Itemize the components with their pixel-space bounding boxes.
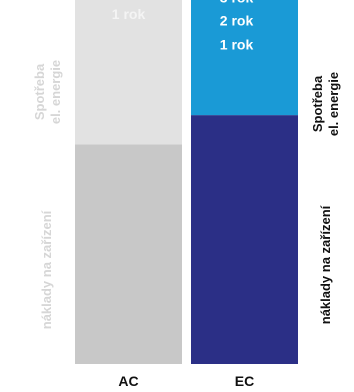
- bar-segment-equipment-ac: [75, 144, 182, 364]
- ac-energy-label-line2: el. energie: [48, 60, 63, 124]
- bar-segment-energy-ac: [75, 0, 182, 145]
- ac-energy-label-line1: Spotřeba: [32, 63, 47, 120]
- bar-segment-energy-ec: [191, 0, 298, 116]
- ec-equipment-label: náklady na zařízení: [318, 205, 333, 324]
- year-label-ec-0: 3 rok: [220, 0, 254, 6]
- ec-energy-label-line2: el. energie: [326, 72, 341, 136]
- bar-segment-equipment-ec: [191, 115, 298, 365]
- category-label-ec: EC: [235, 373, 254, 389]
- year-label-ec-2: 1 rok: [220, 37, 254, 53]
- ac-equipment-label: náklady na zařízení: [39, 210, 54, 329]
- year-label-ec-1: 2 rok: [220, 13, 254, 29]
- category-label-ac: AC: [118, 373, 138, 389]
- ec-energy-label-line1: Spotřeba: [310, 75, 325, 132]
- year-label-ac-2: 1 rok: [112, 6, 146, 22]
